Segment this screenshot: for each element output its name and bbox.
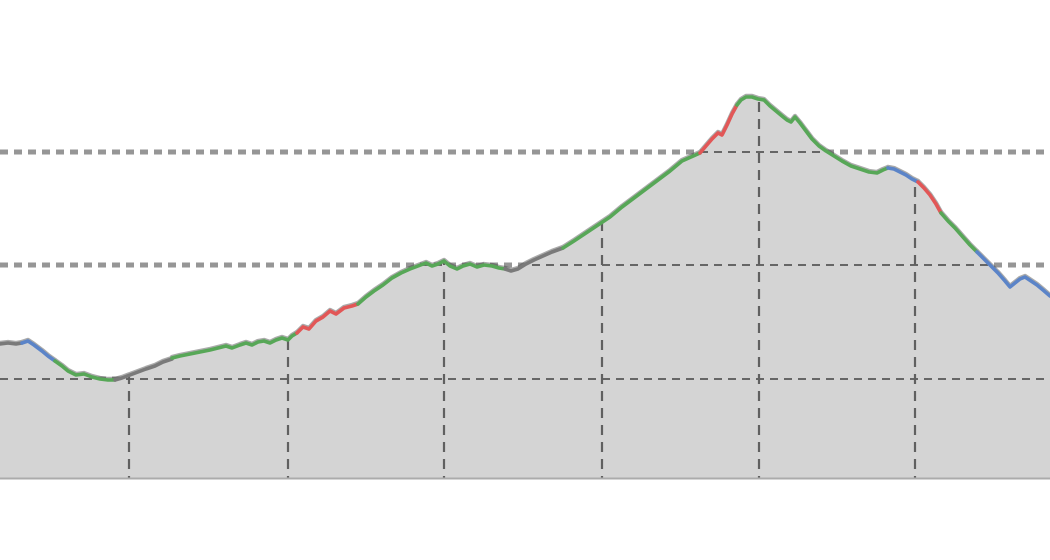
profile-segment-red [295, 302, 360, 335]
profile-segment-blue [975, 250, 1050, 298]
profile-segment-blue [20, 339, 57, 363]
profile-segment-blue [886, 166, 920, 184]
profile-segment-gray [503, 246, 565, 273]
area-fill [0, 97, 1050, 478]
profile-segment-green [735, 95, 890, 175]
profile-segment-green [561, 151, 702, 250]
profile-segment-gray [113, 357, 174, 382]
profile-segment-green [53, 359, 117, 382]
profile-segment-red [916, 180, 943, 215]
profile-segment-gray [0, 341, 24, 346]
profile-segment-red [698, 103, 739, 155]
profile-segment-green [170, 331, 299, 360]
profile-segment-green [356, 259, 507, 306]
profile-segment-green [939, 211, 979, 254]
